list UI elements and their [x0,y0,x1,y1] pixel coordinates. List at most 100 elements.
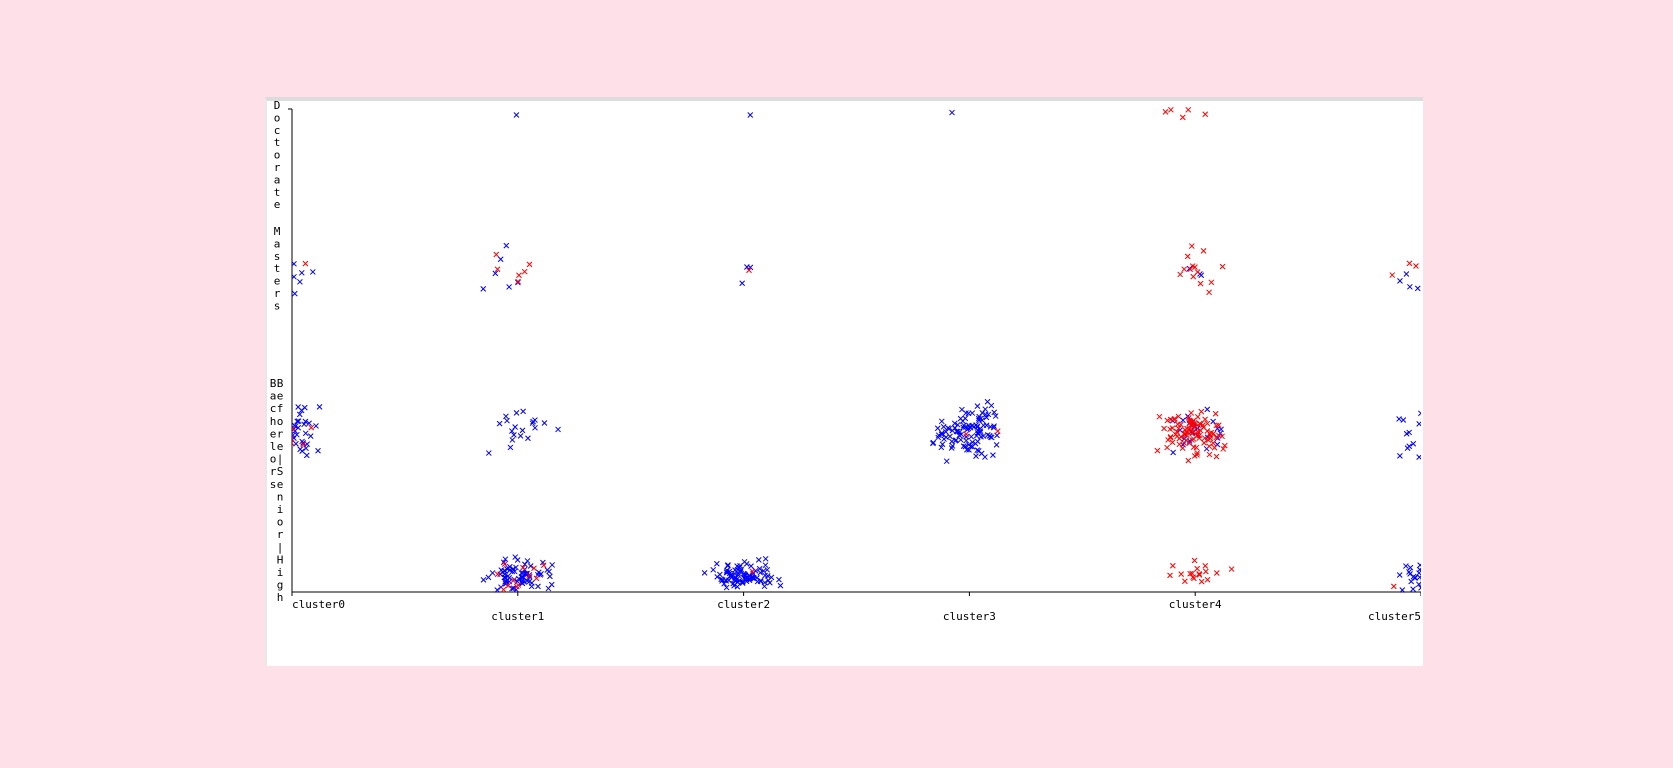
data-point [1164,444,1170,451]
data-point [942,429,949,435]
y-tick-label: H [277,553,284,566]
data-point [300,441,307,448]
data-point [949,109,955,116]
y-tick-label: e [277,440,284,453]
data-point [762,579,768,586]
data-point [547,573,553,580]
data-point [1198,408,1205,415]
data-point [1178,433,1184,440]
data-point [762,555,769,562]
data-point [943,458,950,465]
data-point [494,266,501,273]
data-point [982,454,988,460]
data-point [1201,435,1208,441]
data-point [962,424,969,430]
y-tick-label: t [274,262,281,275]
data-point [302,260,309,267]
data-point [938,418,945,425]
data-point [741,571,748,578]
data-point [762,562,769,569]
data-point [480,577,487,583]
data-point [1389,272,1396,278]
data-point [307,433,314,439]
data-point [938,444,945,451]
data-point [978,433,984,440]
data-point [1406,260,1413,267]
data-point [1169,439,1176,446]
data-point [934,425,941,432]
data-point [1175,425,1182,432]
data-point [308,424,315,431]
data-point [532,424,538,431]
data-point [505,573,511,580]
x-tick-label: cluster1 [491,610,544,623]
data-point [979,417,986,423]
data-point [735,572,742,579]
data-point [963,437,970,444]
data-point [1191,419,1198,426]
data-point [267,264,271,269]
data-point [990,452,996,459]
data-point [296,411,303,418]
data-point [526,261,533,268]
data-point [1175,413,1182,420]
data-point [1206,443,1213,450]
data-point [517,433,524,439]
data-point [756,565,763,572]
data-point [1167,106,1174,113]
data-point [776,576,782,583]
data-point [1192,264,1198,270]
data-point [1191,557,1198,564]
data-point [1403,563,1409,569]
data-point [991,423,997,429]
data-point [298,407,305,414]
data-point [974,403,981,409]
y-tick-label: a [274,173,281,186]
data-point [748,563,754,569]
data-point [283,432,288,437]
data-point [994,432,1000,439]
data-point [1406,429,1413,436]
data-point [947,433,953,440]
data-point [525,435,531,442]
data-point [1187,266,1194,273]
data-point [1411,574,1418,581]
data-point [504,565,510,572]
y-tick-label: a [274,237,281,250]
data-point [298,269,305,276]
data-point [1399,587,1406,593]
data-point [303,445,309,452]
y-tick-label: o [277,415,284,428]
data-point [292,440,295,446]
data-point [1403,271,1410,277]
data-point [948,438,955,445]
data-point [725,562,731,568]
y-tick-label: e [274,198,281,211]
data-point [985,411,992,418]
data-point [1194,414,1201,420]
data-point [1174,421,1181,428]
data-point [951,420,958,427]
data-point [1219,433,1225,440]
data-point [1202,568,1209,575]
data-point [497,256,504,263]
data-point [1188,243,1195,249]
data-point [297,278,303,285]
data-point [1396,416,1402,422]
data-point [975,415,982,422]
data-point [710,566,717,573]
data-point [513,112,520,118]
data-point [1220,446,1227,452]
data-point [286,273,291,278]
data-point [545,585,552,592]
data-point [1212,410,1219,417]
data-point [993,442,1000,448]
data-point [755,556,762,563]
data-point [1410,586,1416,592]
data-point [530,418,536,425]
x-tick-label: cluster3 [943,610,996,623]
data-point [741,558,748,565]
data-point [306,420,312,427]
data-point [492,270,499,277]
data-point [1215,422,1222,429]
